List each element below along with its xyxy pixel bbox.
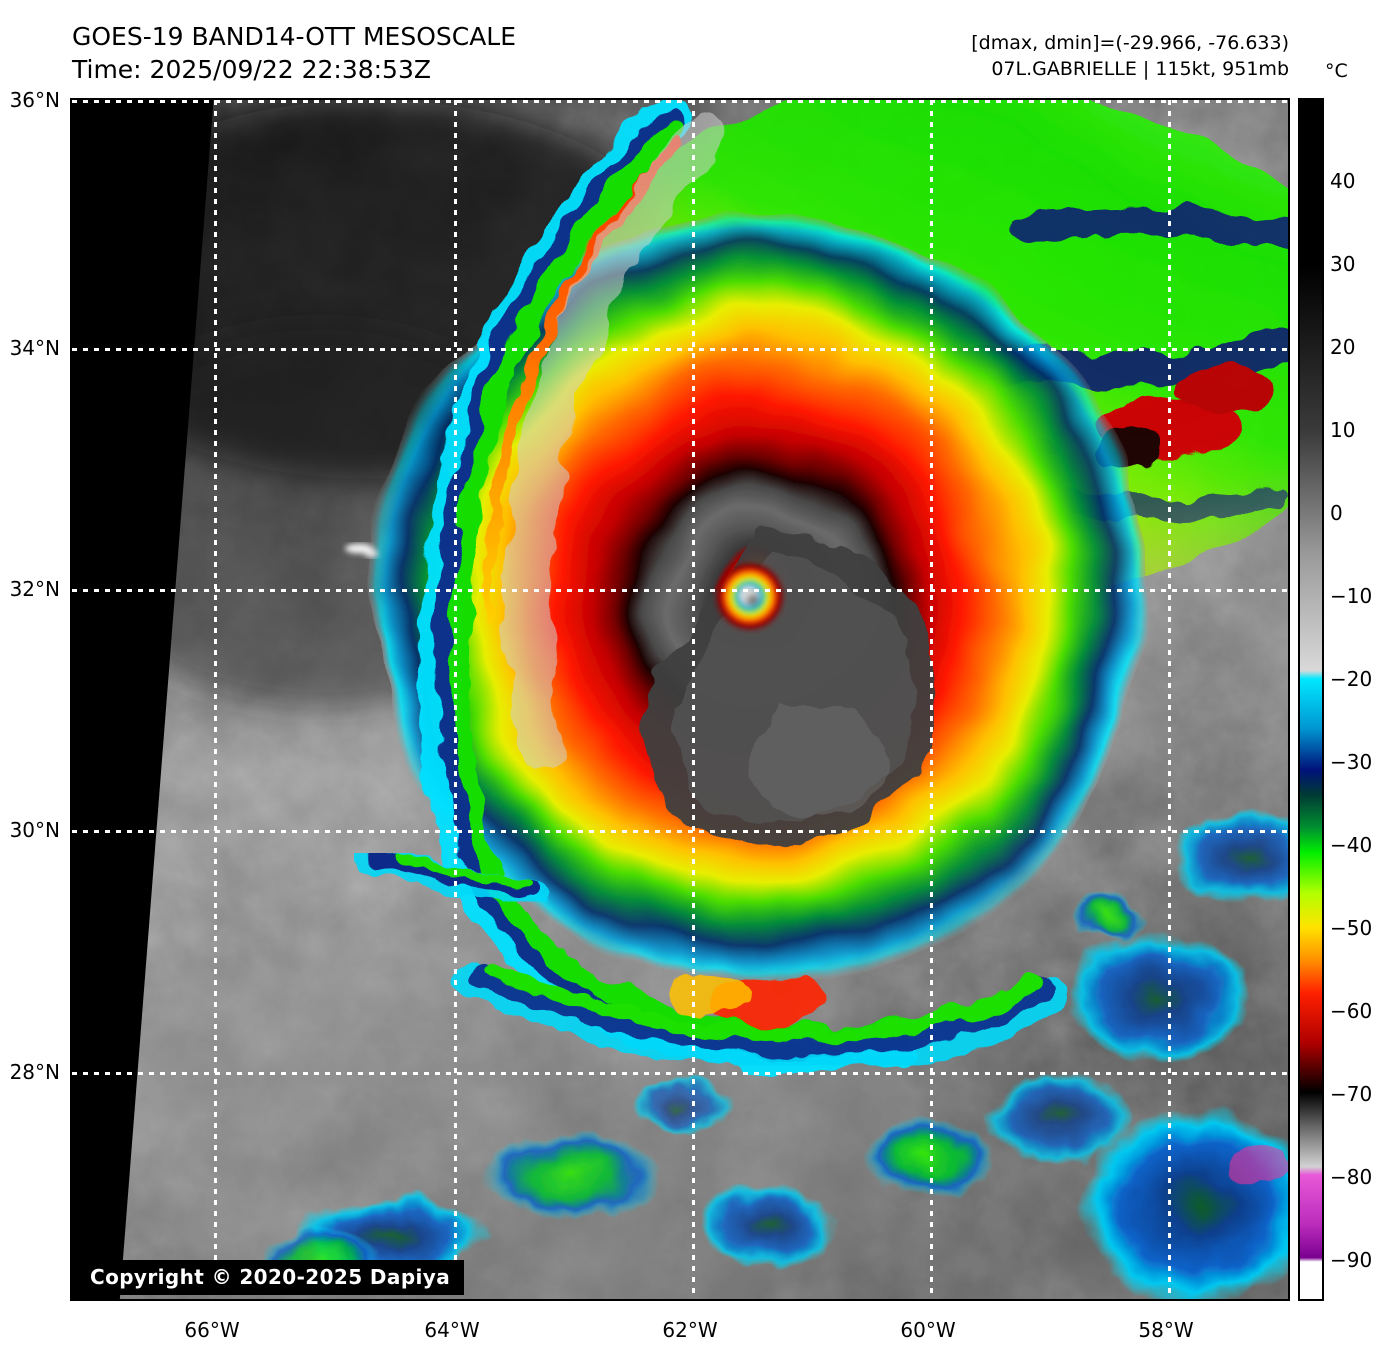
colorbar-tick-neg30: −30 — [1330, 749, 1373, 774]
colorbar-tick-neg90: −90 — [1330, 1247, 1373, 1272]
lon-tick-62w: 62°W — [662, 1318, 718, 1342]
colorbar-tick-20: 20 — [1330, 334, 1356, 359]
lon-tick-58w: 58°W — [1138, 1318, 1194, 1342]
satellite-imagery — [72, 100, 1288, 1299]
colorbar-tick-30: 30 — [1330, 251, 1356, 276]
storm-label: 07L.GABRIELLE | 115kt, 951mb — [991, 58, 1289, 80]
colorbar-tick-neg60: −60 — [1330, 998, 1373, 1023]
storm-eye — [716, 563, 783, 630]
lat-tick-28n: 28°N — [9, 1060, 60, 1084]
colorbar-tick-neg80: −80 — [1330, 1164, 1373, 1189]
lat-tick-30n: 30°N — [9, 818, 60, 842]
colorbar-tick-40: 40 — [1330, 168, 1356, 193]
lat-tick-34n: 34°N — [9, 336, 60, 360]
southwest-band-finger — [358, 844, 554, 911]
no-data-wedge — [72, 100, 214, 1299]
cloud-speck — [345, 543, 378, 558]
data-range-label: [dmax, dmin]=(-29.966, -76.633) — [971, 32, 1289, 54]
colorbar-tick-neg20: −20 — [1330, 666, 1373, 691]
copyright-banner: Copyright © 2020-2025 Dapiya — [76, 1260, 465, 1295]
satellite-map-panel[interactable]: Copyright © 2020-2025 Dapiya — [70, 98, 1290, 1301]
colorbar-gradient — [1300, 100, 1322, 1299]
lat-tick-32n: 32°N — [9, 577, 60, 601]
colorbar[interactable] — [1298, 98, 1324, 1301]
lon-tick-64w: 64°W — [424, 1318, 480, 1342]
lon-tick-60w: 60°W — [900, 1318, 956, 1342]
lon-tick-66w: 66°W — [184, 1318, 240, 1342]
colorbar-tick-neg40: −40 — [1330, 832, 1373, 857]
southern-rainband — [453, 960, 1066, 1074]
colorbar-tick-neg70: −70 — [1330, 1081, 1373, 1106]
colorbar-tick-0: 0 — [1330, 500, 1343, 525]
title-line-time: Time: 2025/09/22 22:38:53Z — [72, 55, 431, 84]
eyewall-moat — [644, 528, 937, 849]
figure-title: GOES-19 BAND14-OTT MESOSCALE Time: 2025/0… — [72, 20, 516, 86]
title-line-product: GOES-19 BAND14-OTT MESOSCALE — [72, 22, 517, 51]
figure-metadata: [dmax, dmin]=(-29.966, -76.633) 07L.GABR… — [971, 30, 1289, 82]
scattered-convection — [261, 809, 1288, 1299]
colorbar-tick-neg50: −50 — [1330, 915, 1373, 940]
colorbar-tick-10: 10 — [1330, 417, 1356, 442]
colorbar-unit-label: °C — [1325, 60, 1348, 82]
lat-tick-36n: 36°N — [9, 88, 60, 112]
colorbar-tick-neg10: −10 — [1330, 583, 1373, 608]
